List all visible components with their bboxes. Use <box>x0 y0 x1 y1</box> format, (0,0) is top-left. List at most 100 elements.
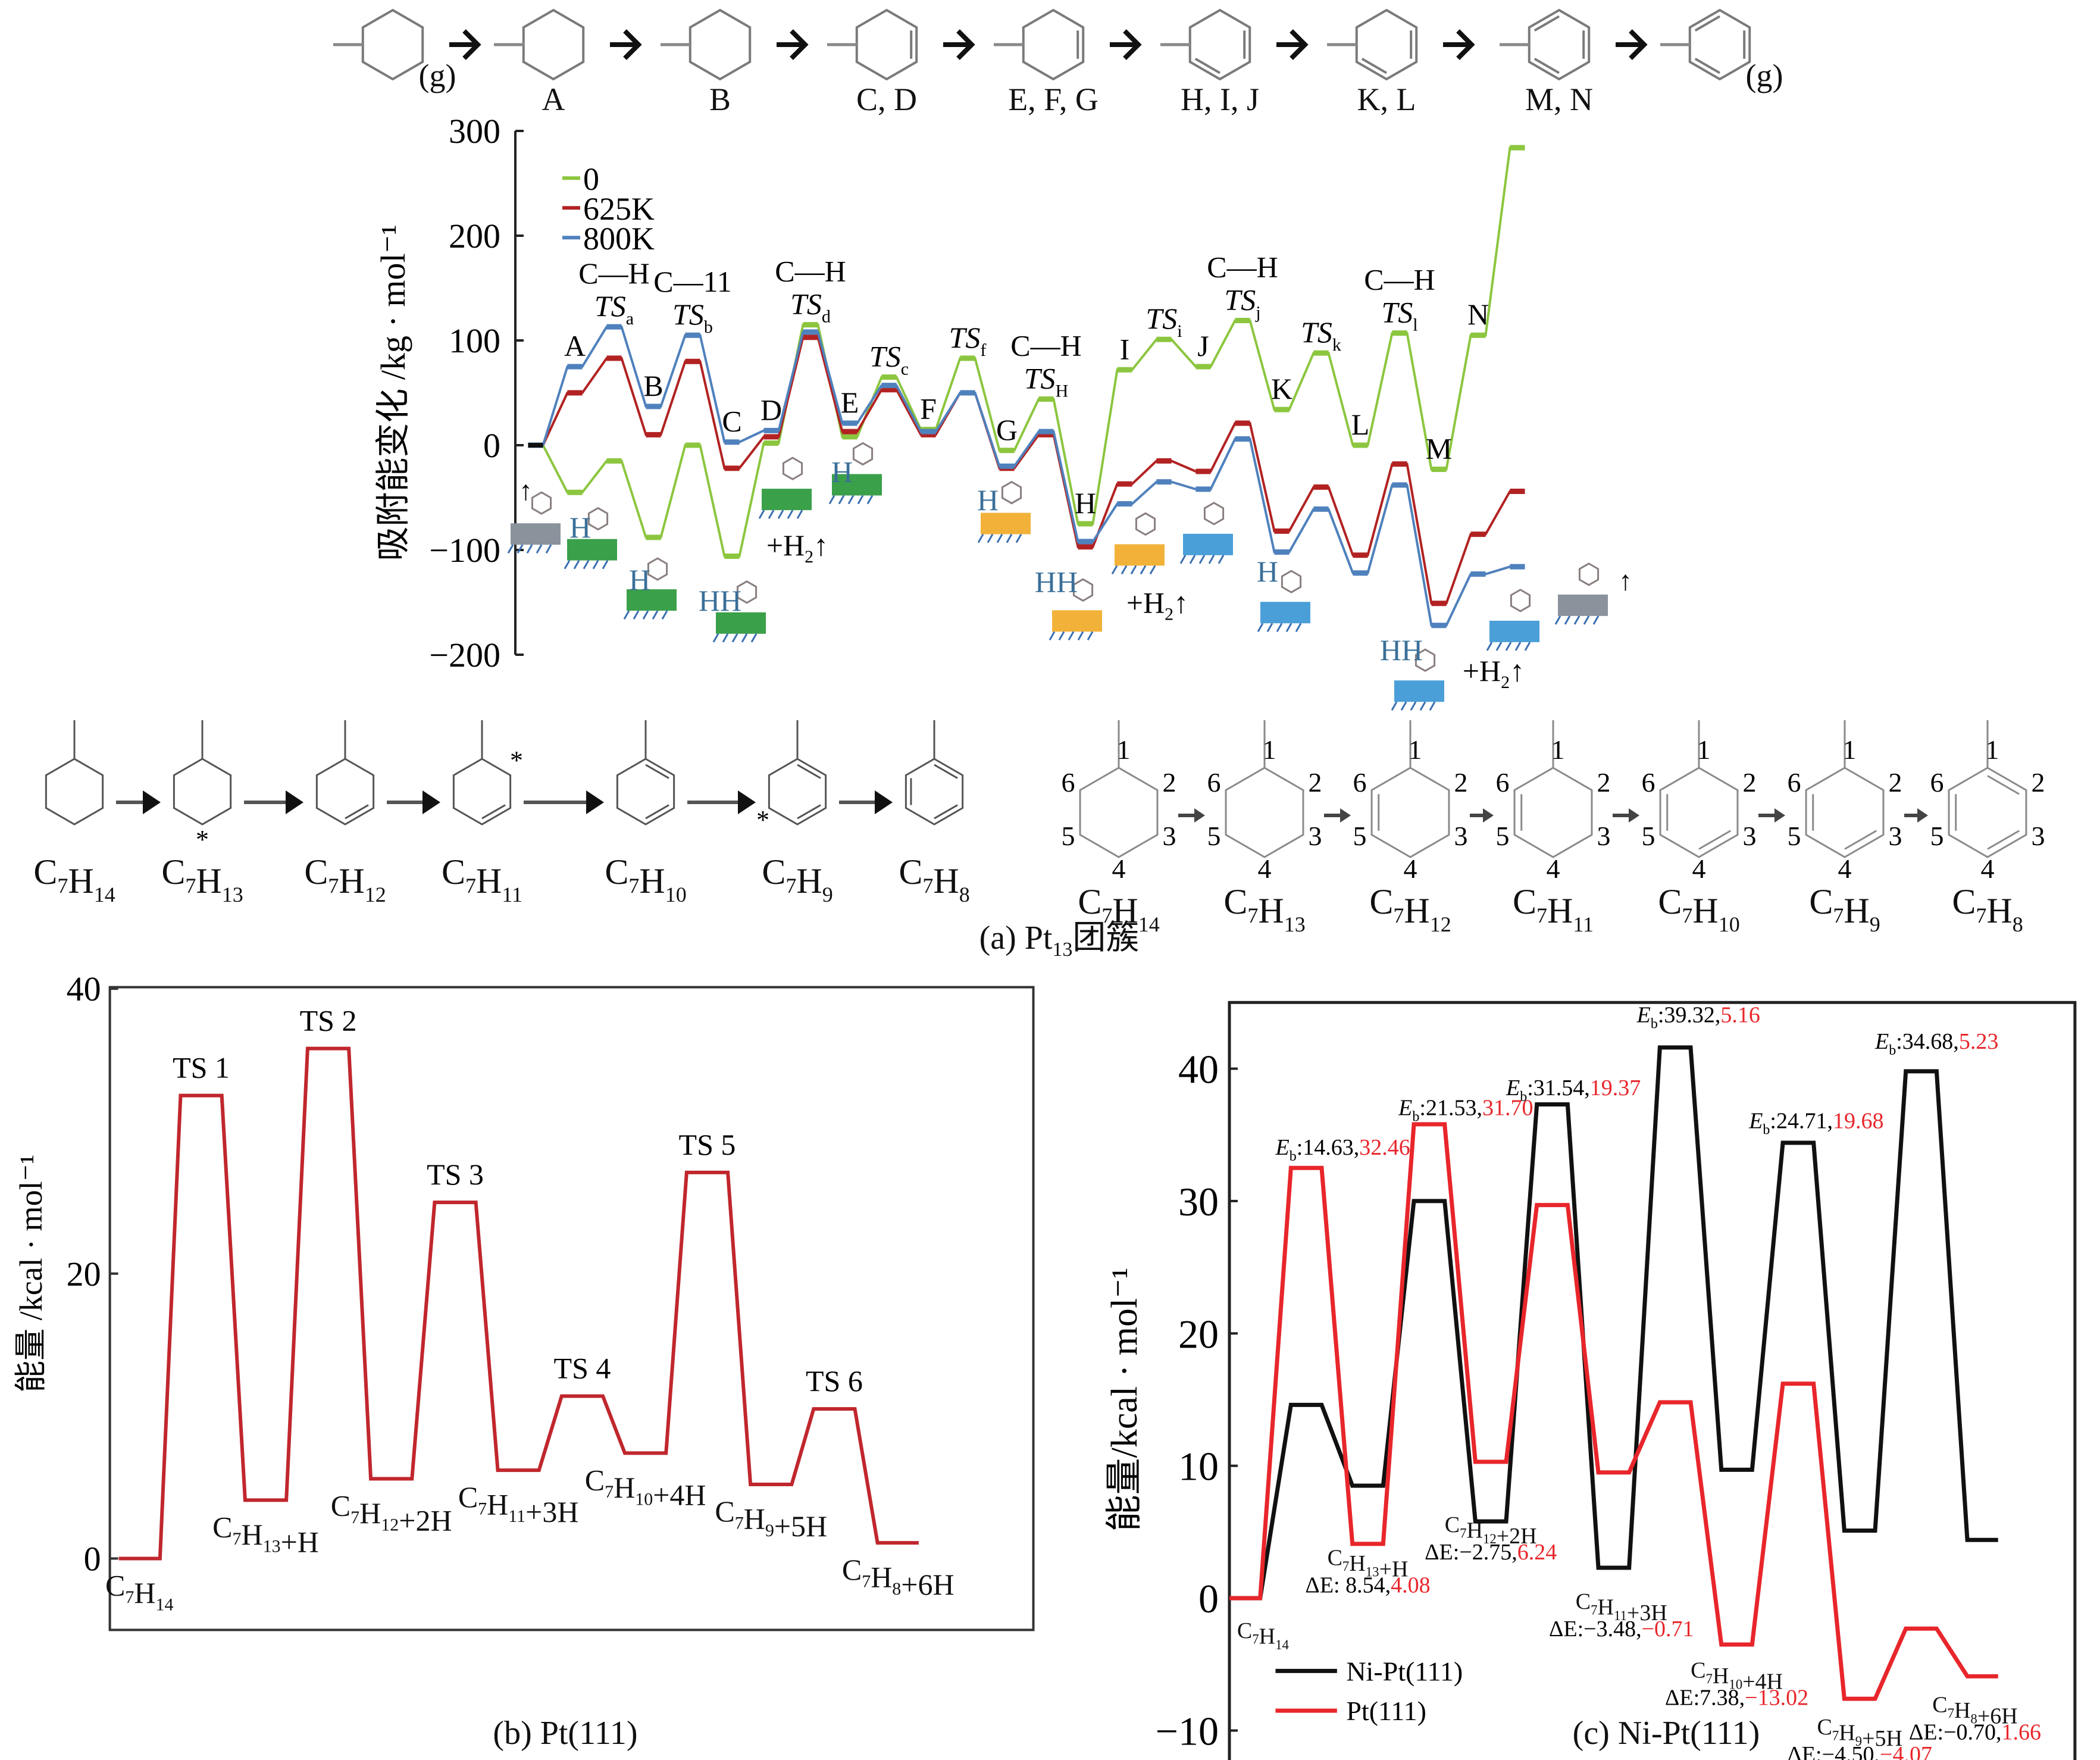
surface-hatch <box>1198 555 1206 564</box>
molecule-formula-label: C7H9 <box>1809 882 1880 936</box>
y-tick-label: −10 <box>1156 1709 1219 1754</box>
subscript: 12 <box>365 883 386 906</box>
delta-e-pt-value: 4.08 <box>1391 1573 1431 1598</box>
surface-hatch <box>1077 631 1084 641</box>
radical-star-icon: * <box>510 746 523 775</box>
formula-part: +6H <box>901 1568 954 1601</box>
atom-number-label: 4 <box>1981 854 1995 884</box>
state-group-label: H, I, J <box>1181 82 1259 117</box>
atom-number-label: 5 <box>1062 821 1075 851</box>
subscript: 13 <box>1284 912 1306 936</box>
subscript: 10 <box>665 883 687 906</box>
methylcyclohexane-ring-icon <box>616 758 675 826</box>
right-arrow-icon <box>143 790 161 814</box>
state-label: F <box>920 392 937 426</box>
intermediate-label: C7H12+2H <box>331 1489 452 1537</box>
right-arrow-icon <box>610 29 642 60</box>
formula-part: C <box>1932 1692 1947 1717</box>
subscript: 13 <box>263 1536 281 1556</box>
subscript: 7 <box>862 1572 871 1592</box>
caption-a-text: (a) Pt <box>979 920 1053 956</box>
intermediate-label: C7H9+5H <box>715 1495 827 1543</box>
atom-number-label: 2 <box>1743 767 1757 798</box>
state-label: B <box>643 369 663 402</box>
surface-hatch <box>1514 642 1522 651</box>
adsorbate-ring-icon <box>1203 502 1225 526</box>
adsorbate-ring-icon <box>1072 578 1094 602</box>
eb-pt-value: 5.16 <box>1720 1003 1760 1028</box>
surface-hatch <box>1140 565 1147 575</box>
state-group-label: (g) <box>419 58 456 93</box>
surface-hatch <box>1429 701 1436 711</box>
surface-hatch <box>787 509 794 519</box>
surface-hatch <box>1592 615 1600 625</box>
subscript: 11 <box>1573 912 1594 936</box>
ts-label: TSb <box>672 298 713 337</box>
subscript: 8 <box>1970 1711 1977 1726</box>
molecule-formula-label: C7H14 <box>1078 882 1159 936</box>
atom-number-label: 2 <box>1309 767 1322 798</box>
surface-hatch <box>1257 623 1264 632</box>
y-axis-label: 吸附能变化 /kg · mol⁻¹ <box>374 224 412 561</box>
eb-symbol: E <box>1874 1029 1889 1054</box>
numbered-ring-icon <box>1225 767 1304 858</box>
delta-e-pt-value: −13.02 <box>1745 1686 1808 1711</box>
intermediate-label: C7H11+3H <box>458 1480 579 1528</box>
surface-hatch <box>1266 623 1273 632</box>
eb-pt-value: 32.46 <box>1359 1135 1410 1160</box>
top-molecule-sequence: (g) A B C, D E, F, G H, I, J K, L M, N (g) <box>333 8 1783 117</box>
adsorbate-ring-icon <box>1135 512 1156 536</box>
radical-star-icon: * <box>756 805 769 834</box>
y-tick-label: 300 <box>449 112 500 151</box>
formula-part: H <box>1844 891 1869 930</box>
y-tick-label: 30 <box>1178 1179 1219 1224</box>
surface-hatch <box>1400 701 1407 711</box>
subscript: 9 <box>822 883 833 906</box>
legend-label: 0 <box>583 161 599 197</box>
formula-part: H <box>1954 1698 1970 1723</box>
surface-hatch <box>573 559 580 570</box>
subscript: 10 <box>1729 1677 1742 1692</box>
barrier-energy-label: Eb:14.63,32.46 <box>1275 1135 1410 1164</box>
ts-subscript: H <box>1056 382 1069 401</box>
subscript: 7 <box>1682 904 1692 927</box>
atom-number-label: 1 <box>1263 734 1276 765</box>
eb-nipt-value: :34.68, <box>1896 1029 1959 1054</box>
methylcyclohexane-ring-icon <box>173 758 232 826</box>
h2-release-label: +H2↑ <box>766 529 828 567</box>
surface-hatch <box>517 544 524 554</box>
state-label: I <box>1120 332 1130 365</box>
right-molecule-sequence: 123456C7H14123456C7H13123456C7H12123456C… <box>1062 720 2045 936</box>
surface-hatch <box>564 559 571 570</box>
formula-part: +H <box>281 1525 319 1558</box>
state-label: J <box>1197 329 1209 362</box>
double-bond-line <box>345 804 369 820</box>
surface-hatch <box>1006 533 1013 543</box>
intermediate-label: C7H14 <box>1237 1618 1290 1652</box>
surface-block-icon <box>716 612 766 634</box>
delta-e-pt-value: −0.71 <box>1642 1617 1694 1642</box>
formula-part: C <box>212 1510 232 1543</box>
formula-part: C <box>1952 882 1976 921</box>
desorption-up-arrow-icon: ↑ <box>519 476 533 506</box>
series-line-ni-pt-111- <box>1229 1045 1998 1600</box>
right-arrow-icon <box>1483 808 1494 823</box>
formula-part: H <box>1467 1518 1483 1543</box>
subscript: 7 <box>1833 904 1844 927</box>
caption-a-tail: 团簇 <box>1072 920 1140 956</box>
subscript: 7 <box>125 1587 134 1607</box>
adsorbate-ring-icon <box>647 557 668 581</box>
formula-part: C <box>1658 882 1682 921</box>
surface-hatch <box>1285 623 1292 632</box>
surface-hatch <box>987 533 994 543</box>
ts-subscript: i <box>1177 321 1182 341</box>
surface-block-icon <box>832 474 882 496</box>
subscript: 7 <box>1705 1671 1712 1686</box>
subscript: 10 <box>635 1489 653 1509</box>
delta-e-label: ΔE: 8.54,4.08 <box>1305 1573 1430 1598</box>
molecule-formula-label: C7H12 <box>1369 882 1451 936</box>
formula-part: H <box>476 861 502 901</box>
surface-hatch <box>777 509 784 519</box>
numbered-ring-icon <box>1948 767 2027 858</box>
formula-part: H <box>1259 1624 1275 1649</box>
